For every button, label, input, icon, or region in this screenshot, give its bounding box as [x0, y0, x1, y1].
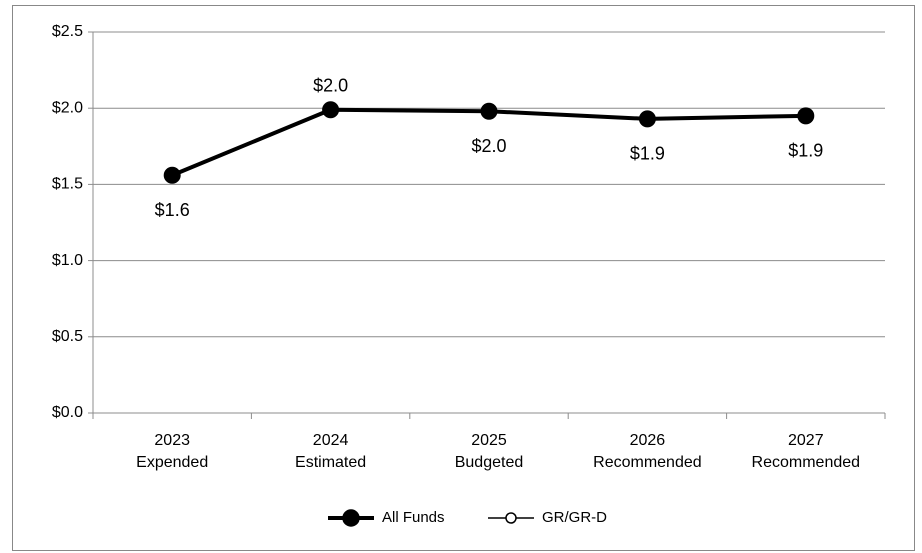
x-tick-label: Estimated [295, 454, 366, 471]
x-tick-label: 2023 [154, 432, 190, 449]
data-point [322, 101, 340, 119]
x-tick-label: 2027 [788, 432, 824, 449]
data-point [638, 110, 656, 128]
x-tick-label: Recommended [593, 454, 702, 471]
chart-border [12, 5, 915, 551]
data-label: $2.0 [471, 136, 506, 156]
legend-marker [505, 512, 517, 524]
x-tick-label: 2024 [313, 432, 349, 449]
data-label: $1.9 [788, 141, 823, 161]
data-point [480, 102, 498, 120]
legend-label: GR/GR-D [542, 509, 607, 526]
data-point [163, 166, 181, 184]
y-tick-label: $1.5 [52, 176, 83, 193]
x-tick-label: 2026 [630, 432, 666, 449]
y-tick-label: $2.0 [52, 99, 83, 116]
data-label: $1.6 [155, 200, 190, 220]
data-point [797, 107, 815, 125]
y-tick-label: $0.0 [52, 404, 83, 421]
y-tick-label: $2.5 [52, 23, 83, 40]
legend-marker [342, 509, 360, 527]
y-tick-label: $1.0 [52, 252, 83, 269]
data-label: $2.0 [313, 75, 348, 95]
x-tick-label: Expended [136, 454, 208, 471]
data-label: $1.9 [630, 144, 665, 164]
x-tick-label: Recommended [752, 454, 861, 471]
legend-label: All Funds [382, 509, 445, 526]
x-tick-label: 2025 [471, 432, 507, 449]
x-tick-label: Budgeted [455, 454, 524, 471]
y-tick-label: $0.5 [52, 328, 83, 345]
